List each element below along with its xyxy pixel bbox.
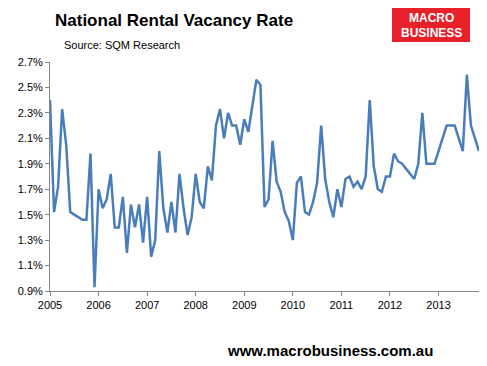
- svg-text:MACRO: MACRO: [409, 11, 454, 25]
- svg-text:2009: 2009: [232, 299, 256, 311]
- svg-text:1.1%: 1.1%: [18, 259, 43, 271]
- svg-text:0.9%: 0.9%: [18, 285, 43, 297]
- svg-text:1.5%: 1.5%: [18, 209, 43, 221]
- svg-text:www.macrobusiness.com.au: www.macrobusiness.com.au: [227, 342, 433, 359]
- svg-text:2005: 2005: [38, 299, 62, 311]
- svg-text:2.3%: 2.3%: [18, 107, 43, 119]
- svg-text:1.7%: 1.7%: [18, 183, 43, 195]
- svg-text:2.7%: 2.7%: [18, 56, 43, 68]
- svg-text:2012: 2012: [378, 299, 402, 311]
- svg-text:2010: 2010: [281, 299, 305, 311]
- svg-text:2006: 2006: [86, 299, 110, 311]
- svg-text:National Rental Vacancy Rate: National Rental Vacancy Rate: [55, 11, 293, 30]
- svg-text:2008: 2008: [183, 299, 207, 311]
- svg-text:1.3%: 1.3%: [18, 234, 43, 246]
- svg-text:2011: 2011: [330, 299, 354, 311]
- svg-text:2.1%: 2.1%: [18, 132, 43, 144]
- svg-text:2013: 2013: [426, 299, 450, 311]
- svg-text:Source: SQM Research: Source: SQM Research: [64, 39, 180, 51]
- svg-text:1.9%: 1.9%: [18, 158, 43, 170]
- svg-text:2.5%: 2.5%: [18, 81, 43, 93]
- svg-text:2007: 2007: [135, 299, 159, 311]
- svg-text:BUSINESS: BUSINESS: [401, 26, 462, 40]
